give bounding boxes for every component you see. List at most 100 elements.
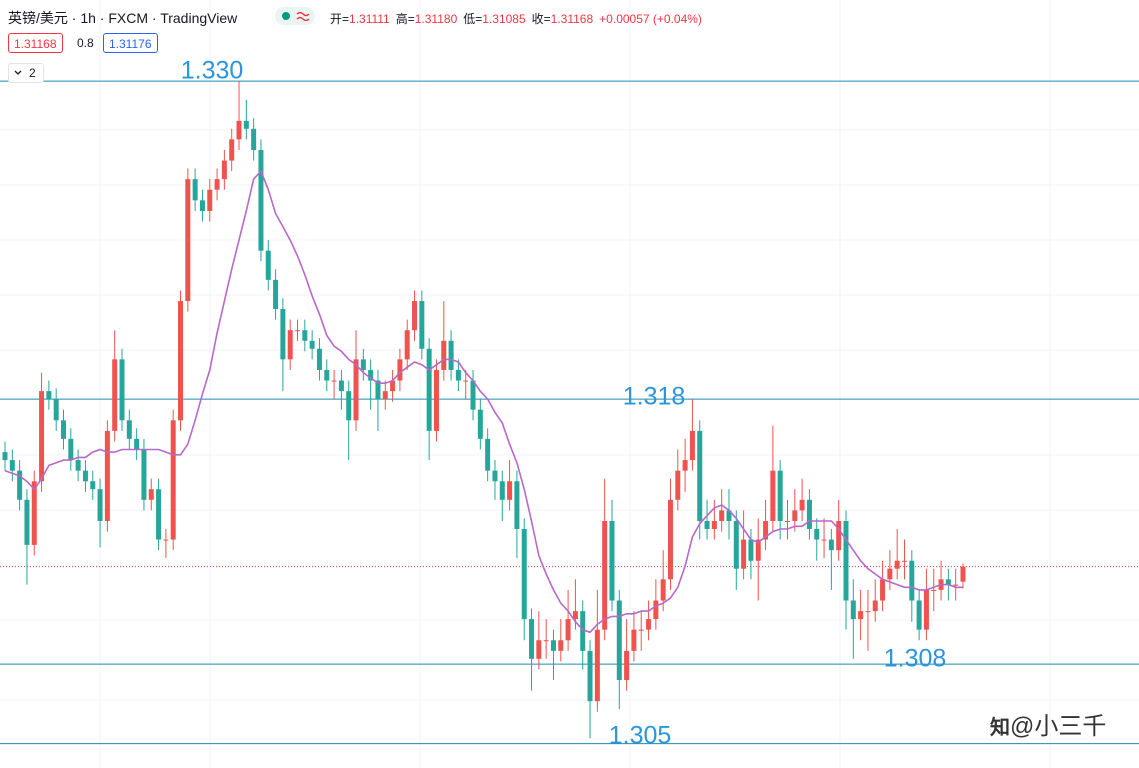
candle-body — [748, 539, 754, 561]
candle-body — [258, 149, 264, 251]
candle-body — [309, 340, 315, 349]
candle-body — [287, 330, 293, 360]
candle-body — [901, 560, 907, 562]
candle-body — [550, 640, 556, 651]
watermark: 知@小三千 — [990, 706, 1106, 741]
candle-body — [163, 539, 169, 541]
ohlc-label: 收= — [531, 12, 551, 26]
candle-body — [675, 470, 681, 500]
candle-body — [529, 619, 535, 659]
candle-body — [104, 430, 110, 522]
candle-body — [324, 369, 330, 381]
candle-body — [602, 521, 608, 630]
candle-body — [821, 539, 827, 541]
candle-body — [806, 499, 812, 529]
candle-body — [799, 499, 805, 511]
candle-body — [660, 579, 666, 601]
candle-body — [397, 359, 403, 381]
candle-body — [236, 120, 242, 140]
candle-body — [865, 611, 871, 613]
ohlc-legend: 开=1.31111 高=1.31180 低=1.31085 收=1.31168 +0.0… — [330, 10, 702, 27]
candle-body — [68, 438, 74, 461]
candle-body — [156, 489, 162, 540]
candle-body — [295, 330, 301, 332]
candle-body — [75, 460, 81, 471]
candle-body — [331, 380, 337, 382]
candle-body — [192, 179, 198, 201]
candle-body — [126, 420, 132, 439]
candle-body — [404, 330, 410, 360]
level-label: 1.330 — [181, 57, 244, 85]
candles — [2, 81, 966, 739]
collapse-button[interactable]: 2 — [8, 63, 44, 83]
candle-body — [887, 568, 893, 580]
ohlc-label: 低= — [463, 12, 483, 26]
candle-body — [960, 566, 966, 582]
candle-body — [609, 521, 615, 601]
candle-body — [273, 279, 279, 310]
candle-body — [412, 301, 418, 331]
change: +0.00057 (+0.04%) — [599, 12, 702, 26]
candle-body — [499, 481, 505, 500]
status-pill[interactable] — [275, 7, 315, 25]
candle-body — [353, 359, 359, 421]
candle-body — [46, 391, 52, 400]
candle-body — [704, 521, 710, 529]
watermark-text: @小三千 — [1010, 713, 1107, 740]
market-open-dot — [282, 12, 290, 20]
ask-badge[interactable]: 1.31176 — [103, 33, 158, 53]
candle-body — [953, 584, 959, 586]
bid-badge[interactable]: 1.31168 — [8, 33, 63, 53]
candle-body — [697, 430, 703, 522]
candle-body — [733, 521, 739, 569]
candle-body — [858, 611, 864, 620]
candle-body — [419, 301, 425, 349]
candle-body — [719, 510, 725, 522]
candle-body — [631, 629, 637, 651]
candle-body — [514, 481, 520, 529]
candle-body — [455, 369, 461, 381]
candle-body — [931, 589, 937, 591]
candle-body — [492, 470, 498, 482]
candle-body — [148, 489, 154, 500]
candle-body — [360, 359, 366, 370]
candle-body — [880, 579, 886, 601]
candle-body — [185, 179, 191, 302]
collapse-count: 2 — [29, 66, 36, 80]
candle-body — [390, 380, 396, 392]
candle-body — [580, 611, 586, 651]
candle-body — [850, 600, 856, 620]
candle-body — [302, 330, 308, 341]
candle-body — [616, 600, 622, 681]
candle-body — [368, 369, 374, 381]
candle-body — [338, 380, 344, 392]
ohlc-value: 1.31180 — [414, 12, 458, 26]
candle-body — [923, 589, 929, 630]
candle-body — [214, 179, 220, 190]
candle-body — [24, 499, 30, 545]
symbol-title: 英镑/美元 · 1h · FXCM · TradingView — [8, 10, 238, 26]
candle-body — [828, 539, 834, 551]
candle-body — [477, 409, 483, 439]
candle-body — [638, 629, 644, 631]
candle-body — [536, 640, 542, 659]
candle-body — [280, 309, 286, 360]
candle-body — [9, 460, 15, 471]
candle-body — [784, 521, 790, 523]
candle-body — [199, 200, 205, 211]
candle-body — [485, 438, 491, 471]
candle-body — [792, 510, 798, 522]
candle-body — [141, 449, 147, 500]
candle-body — [624, 650, 630, 681]
candle-body — [433, 369, 439, 431]
candle-body — [836, 521, 842, 551]
candle-body — [667, 499, 673, 580]
candle-body — [777, 470, 783, 522]
candle-body — [521, 528, 527, 620]
candle-body — [229, 139, 235, 161]
ohlc-value: 1.31168 — [550, 12, 594, 26]
candle-body — [426, 348, 432, 431]
candle-body — [755, 539, 761, 561]
watermark-logo: 知 — [990, 717, 1010, 739]
